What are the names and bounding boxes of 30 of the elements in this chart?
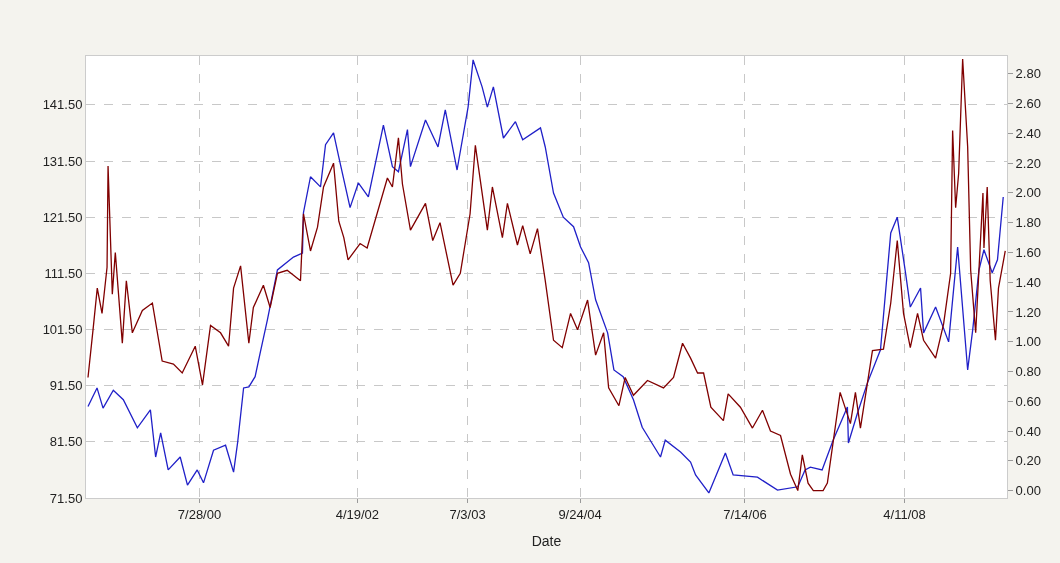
y2-tick-label: 0.60 bbox=[1015, 393, 1041, 409]
y2-tick-label: 1.40 bbox=[1015, 274, 1041, 290]
y2-tick-label: 1.20 bbox=[1015, 304, 1041, 320]
y-tick-label: 111.50 bbox=[44, 265, 83, 281]
y-tick-label: 81.50 bbox=[49, 434, 83, 450]
y2-tick-label: 1.00 bbox=[1015, 334, 1041, 350]
y-tick-label: 121.50 bbox=[42, 209, 83, 225]
y2-tick-label: 0.00 bbox=[1015, 483, 1041, 499]
y2-tick-label: 1.60 bbox=[1015, 244, 1041, 260]
y2-tick-label: 2.20 bbox=[1015, 155, 1041, 171]
y2-tick-label: 1.80 bbox=[1015, 215, 1041, 231]
y-tick-label: 91.50 bbox=[49, 378, 83, 394]
y2-tick-label: 2.40 bbox=[1015, 125, 1041, 141]
x-tick-label: 7/14/06 bbox=[723, 506, 767, 522]
x-tick-label: 9/24/04 bbox=[558, 506, 602, 522]
x-tick-label: 4/11/08 bbox=[883, 506, 926, 522]
y-tick-label: 141.50 bbox=[42, 97, 83, 113]
y2-tick-label: 0.80 bbox=[1015, 364, 1041, 380]
y-tick-label: 131.50 bbox=[42, 153, 83, 169]
y2-tick-label: 0.20 bbox=[1015, 453, 1041, 469]
y2-tick-label: 0.40 bbox=[1015, 423, 1041, 439]
x-tick-label: 7/3/03 bbox=[449, 506, 486, 522]
y-tick-label: 101.50 bbox=[42, 322, 83, 338]
x-tick-label: 4/19/02 bbox=[335, 506, 380, 522]
y2-tick-label: 2.60 bbox=[1015, 96, 1041, 112]
y2-tick-label: 2.80 bbox=[1015, 66, 1041, 82]
y2-tick-label: 2.00 bbox=[1015, 185, 1041, 201]
x-axis-title: Date bbox=[531, 532, 562, 549]
x-tick-label: 7/28/00 bbox=[177, 506, 222, 522]
y-tick-label: 71.50 bbox=[49, 490, 83, 506]
